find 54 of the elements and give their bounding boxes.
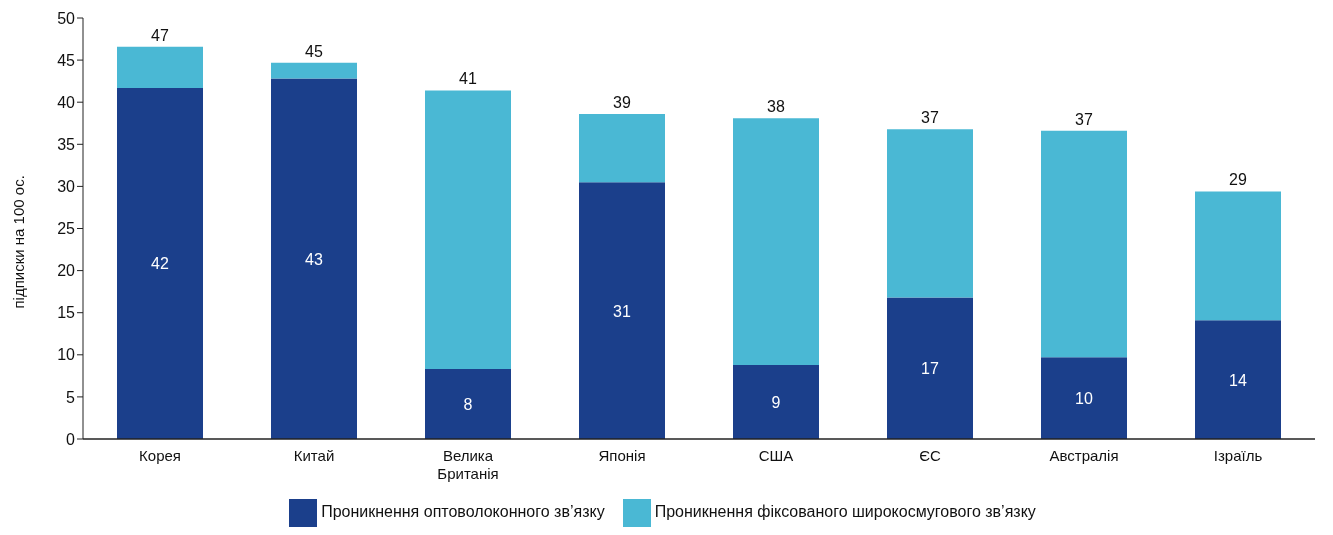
total-label: 47: [151, 26, 169, 44]
y-tick-label: 40: [57, 93, 76, 111]
data-label: 14: [1229, 371, 1247, 389]
y-tick-label: 45: [57, 51, 76, 69]
data-label: 8: [463, 396, 473, 414]
bar: [1041, 130, 1127, 358]
bar: [733, 364, 819, 439]
bar: [117, 87, 203, 439]
x-tick-label: Австралія: [1049, 447, 1119, 464]
bar: [117, 46, 203, 88]
x-tick-label: Велика Британія: [437, 447, 499, 482]
y-tick-label: 10: [57, 346, 76, 364]
bar: [1041, 357, 1127, 439]
bar: [733, 118, 819, 365]
legend-label: Проникнення оптоволоконного зв’язку: [321, 503, 605, 521]
legend-label: Проникнення фіксованого широкосмугового зв’язку: [654, 503, 1036, 521]
x-tick-label: Ізраїль: [1213, 447, 1263, 464]
total-label: 37: [1075, 110, 1093, 128]
total-label: 29: [1229, 171, 1247, 189]
x-tick-label: ЄС: [919, 447, 941, 464]
bar: [579, 182, 665, 439]
y-tick-label: 30: [57, 178, 76, 196]
x-tick-label: Японія: [598, 447, 646, 464]
bar: [425, 90, 511, 370]
x-tick-label: Корея: [139, 447, 181, 464]
y-tick-label: 15: [57, 304, 76, 322]
x-tick-label: США: [758, 447, 794, 464]
total-label: 39: [613, 93, 631, 111]
bar: [271, 62, 357, 79]
data-label: 17: [921, 360, 939, 378]
data-label: 31: [613, 302, 631, 320]
bar: [425, 369, 511, 439]
data-label: 10: [1075, 390, 1093, 408]
x-tick-label: Китай: [293, 447, 335, 464]
y-tick-label: 0: [66, 430, 76, 448]
bar: [271, 78, 357, 439]
bar: [579, 113, 665, 183]
data-label: 43: [305, 250, 323, 268]
y-axis-title: підписки на 100 ос.: [10, 175, 28, 309]
y-tick-label: 25: [57, 220, 76, 238]
data-label: 42: [151, 255, 169, 273]
y-tick-label: 35: [57, 135, 76, 153]
total-label: 37: [921, 109, 939, 127]
total-label: 45: [305, 42, 323, 60]
bar: [887, 297, 973, 439]
y-tick-label: 5: [66, 388, 76, 406]
total-label: 38: [767, 98, 785, 116]
bar: [1195, 191, 1281, 321]
data-label: 9: [771, 393, 781, 411]
bar: [887, 129, 973, 298]
y-tick-label: 20: [57, 262, 76, 280]
y-tick-label: 50: [57, 9, 76, 27]
bar: [1195, 320, 1281, 439]
total-label: 41: [459, 70, 477, 88]
